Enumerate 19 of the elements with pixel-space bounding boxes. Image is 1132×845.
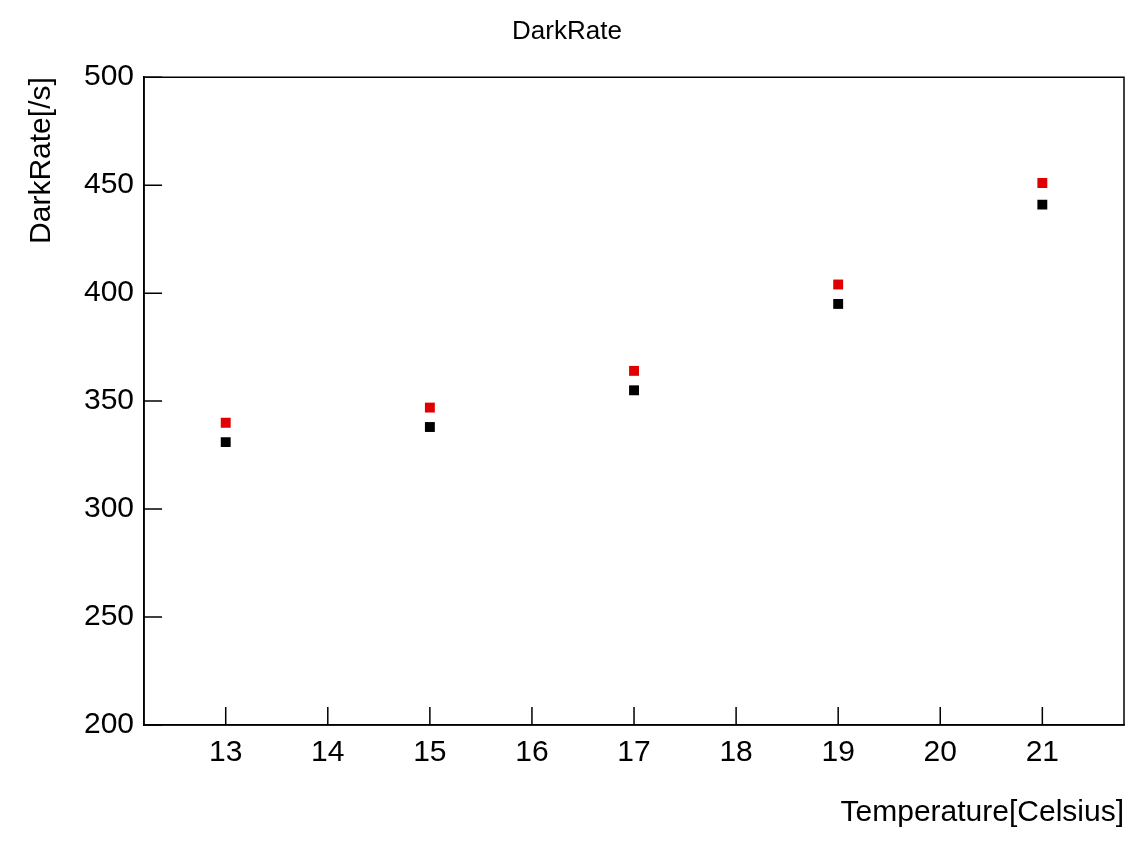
y-tick-label: 300: [83, 490, 135, 524]
x-tick-label: 16: [515, 734, 549, 768]
x-tick-label: 18: [719, 734, 753, 768]
x-axis-title: Temperature[Celsius]: [840, 794, 1124, 828]
y-axis-title: DarkRate[/s]: [23, 77, 57, 244]
y-tick-label: 450: [83, 166, 135, 200]
x-tick-label: 14: [311, 734, 345, 768]
y-tick-label: 350: [83, 382, 135, 416]
y-tick-label: 500: [83, 58, 135, 92]
x-tick-label: 15: [413, 734, 447, 768]
y-tick-label: 200: [83, 706, 135, 740]
y-tick-label: 250: [83, 598, 135, 632]
x-tick-label: 17: [617, 734, 651, 768]
y-tick-label: 400: [83, 274, 135, 308]
x-tick-label: 13: [209, 734, 243, 768]
chart-title: DarkRate: [512, 14, 622, 45]
x-tick-label: 21: [1025, 734, 1060, 768]
x-tick-label: 19: [821, 734, 855, 768]
x-tick-label: 20: [923, 734, 957, 768]
